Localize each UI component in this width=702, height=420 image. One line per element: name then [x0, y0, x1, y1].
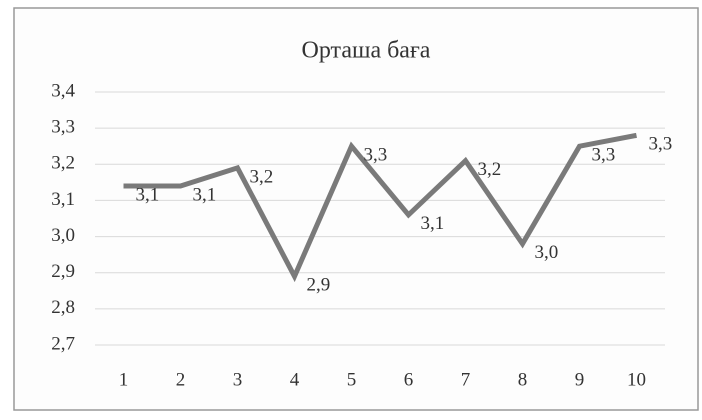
data-label: 3,3	[649, 134, 673, 155]
x-tick-label: 6	[404, 369, 414, 390]
y-tick-label: 2,9	[51, 261, 75, 282]
x-tick-label: 9	[575, 369, 585, 390]
y-tick-label: 3,2	[51, 153, 75, 174]
x-tick-label: 3	[233, 369, 243, 390]
data-label: 3,0	[535, 242, 559, 263]
y-tick-label: 3,1	[51, 189, 75, 210]
x-tick-label: 2	[176, 369, 186, 390]
chart-frame	[13, 7, 699, 411]
x-tick-label: 7	[461, 369, 471, 390]
data-label: 3,1	[193, 184, 217, 205]
chart-title: Орташа баға	[302, 38, 431, 64]
y-tick-label: 2,8	[51, 297, 75, 318]
data-label: 2,9	[307, 275, 331, 296]
data-label: 3,2	[478, 159, 502, 180]
data-label: 3,3	[364, 145, 388, 166]
x-tick-label: 8	[518, 369, 528, 390]
x-tick-label: 1	[119, 369, 129, 390]
data-label: 3,1	[136, 184, 160, 205]
data-label: 3,2	[250, 166, 274, 187]
y-tick-label: 3,4	[51, 80, 75, 101]
x-tick-label: 4	[290, 369, 300, 390]
x-tick-label: 5	[347, 369, 357, 390]
y-tick-label: 3,0	[51, 225, 75, 246]
y-tick-label: 2,7	[51, 333, 75, 354]
x-tick-label: 10	[627, 369, 646, 390]
data-label: 3,1	[421, 213, 445, 234]
data-label: 3,3	[592, 145, 616, 166]
line	[123, 132, 637, 283]
y-tick-label: 3,3	[51, 117, 75, 138]
